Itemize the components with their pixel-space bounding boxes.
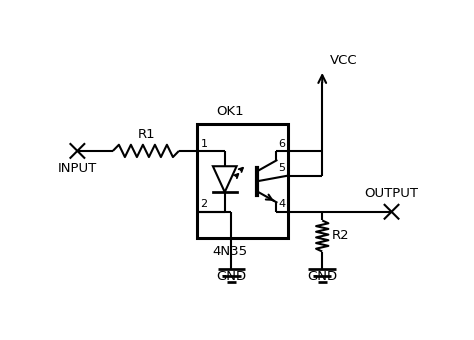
Text: 4N35: 4N35 xyxy=(212,245,247,258)
Polygon shape xyxy=(213,166,237,192)
Bar xyxy=(198,124,288,238)
Text: 4: 4 xyxy=(278,200,285,209)
Text: R2: R2 xyxy=(331,229,349,242)
Text: OK1: OK1 xyxy=(216,105,244,118)
Text: INPUT: INPUT xyxy=(58,163,97,175)
Text: VCC: VCC xyxy=(330,54,357,67)
Text: OUTPUT: OUTPUT xyxy=(365,187,419,200)
Text: 5: 5 xyxy=(278,163,285,173)
Text: 2: 2 xyxy=(201,200,208,209)
Text: 1: 1 xyxy=(201,139,208,149)
Text: GND: GND xyxy=(307,270,337,283)
Text: 6: 6 xyxy=(278,139,285,149)
Text: R1: R1 xyxy=(138,128,155,141)
Text: GND: GND xyxy=(216,270,246,283)
